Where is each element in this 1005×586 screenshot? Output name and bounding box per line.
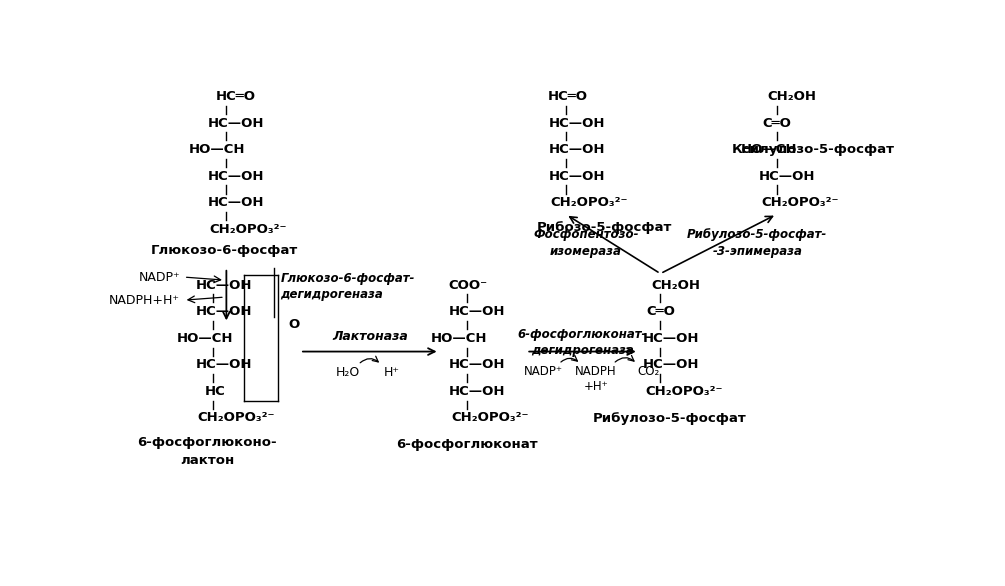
Text: изомераза: изомераза (550, 245, 622, 258)
Text: HC—OH: HC—OH (196, 279, 252, 292)
Text: лактон: лактон (180, 454, 234, 467)
Text: HC—OH: HC—OH (549, 170, 605, 183)
Text: HC—OH: HC—OH (549, 143, 605, 156)
Text: Рибозо-5-фосфат: Рибозо-5-фосфат (537, 221, 671, 234)
Text: Фосфопентозо-: Фосфопентозо- (534, 228, 639, 241)
Text: HC—OH: HC—OH (207, 117, 264, 130)
Text: CH₂OH: CH₂OH (651, 279, 700, 292)
Text: CH₂OPO₃²⁻: CH₂OPO₃²⁻ (645, 385, 723, 398)
Text: COO⁻: COO⁻ (448, 279, 487, 292)
Text: HC═O: HC═O (548, 90, 587, 103)
Text: +H⁺: +H⁺ (584, 380, 608, 393)
Text: HC—OH: HC—OH (196, 359, 252, 372)
Text: NADP⁺: NADP⁺ (524, 365, 563, 378)
Text: C═O: C═O (646, 305, 674, 318)
Text: Рибулозо-5-фосфат-: Рибулозо-5-фосфат- (687, 228, 827, 241)
Text: HO—CH: HO—CH (741, 143, 797, 156)
Text: Ксилулозо-5-фосфат: Ксилулозо-5-фосфат (732, 143, 894, 156)
Text: дегидрогеназа: дегидрогеназа (531, 343, 634, 356)
Text: HC—OH: HC—OH (207, 170, 264, 183)
Text: HC—OH: HC—OH (759, 170, 816, 183)
Text: HC—OH: HC—OH (549, 117, 605, 130)
Text: HO—CH: HO—CH (177, 332, 234, 345)
Text: HC—OH: HC—OH (449, 359, 506, 372)
Text: NADPH+H⁺: NADPH+H⁺ (109, 294, 180, 308)
Text: Рибулозо-5-фосфат: Рибулозо-5-фосфат (593, 412, 747, 425)
Text: CH₂OPO₃²⁻: CH₂OPO₃²⁻ (451, 411, 529, 424)
Text: 6-фосфоглюконо-: 6-фосфоглюконо- (138, 436, 276, 449)
Text: Глюкозо-6-фосфат: Глюкозо-6-фосфат (151, 244, 298, 257)
Text: C═O: C═O (762, 117, 791, 130)
Text: 6-фосфоглюконат: 6-фосфоглюконат (396, 438, 538, 451)
Text: HC—OH: HC—OH (449, 305, 506, 318)
Text: -3-эпимераза: -3-эпимераза (713, 245, 802, 258)
Text: HC—OH: HC—OH (643, 359, 699, 372)
Text: CH₂OPO₃²⁻: CH₂OPO₃²⁻ (209, 223, 286, 236)
Text: CH₂OH: CH₂OH (768, 90, 817, 103)
Text: CH₂OPO₃²⁻: CH₂OPO₃²⁻ (761, 196, 838, 209)
Text: HO—CH: HO—CH (189, 143, 245, 156)
Text: H₂O: H₂O (336, 366, 360, 379)
Text: HC—OH: HC—OH (643, 332, 699, 345)
Text: Глюкозо-6-фосфат-: Глюкозо-6-фосфат- (280, 272, 415, 285)
Text: CH₂OPO₃²⁻: CH₂OPO₃²⁻ (198, 411, 275, 424)
Text: H⁺: H⁺ (384, 366, 399, 379)
Text: O: O (288, 319, 299, 332)
Text: CH₂OPO₃²⁻: CH₂OPO₃²⁻ (551, 196, 628, 209)
Text: HC═O: HC═O (216, 90, 255, 103)
Text: HC—OH: HC—OH (449, 385, 506, 398)
Text: 6-фосфоглюконат-: 6-фосфоглюконат- (518, 328, 647, 341)
Text: HC: HC (204, 385, 225, 398)
Text: дегидрогеназа: дегидрогеназа (280, 288, 383, 301)
Text: HC—OH: HC—OH (207, 196, 264, 209)
Text: NADPH: NADPH (575, 365, 617, 378)
Text: CO₂: CO₂ (637, 365, 660, 378)
Text: HC—OH: HC—OH (196, 305, 252, 318)
Text: NADP⁺: NADP⁺ (139, 271, 180, 284)
Text: HO—CH: HO—CH (430, 332, 487, 345)
Text: Лактоназа: Лактоназа (332, 330, 408, 343)
